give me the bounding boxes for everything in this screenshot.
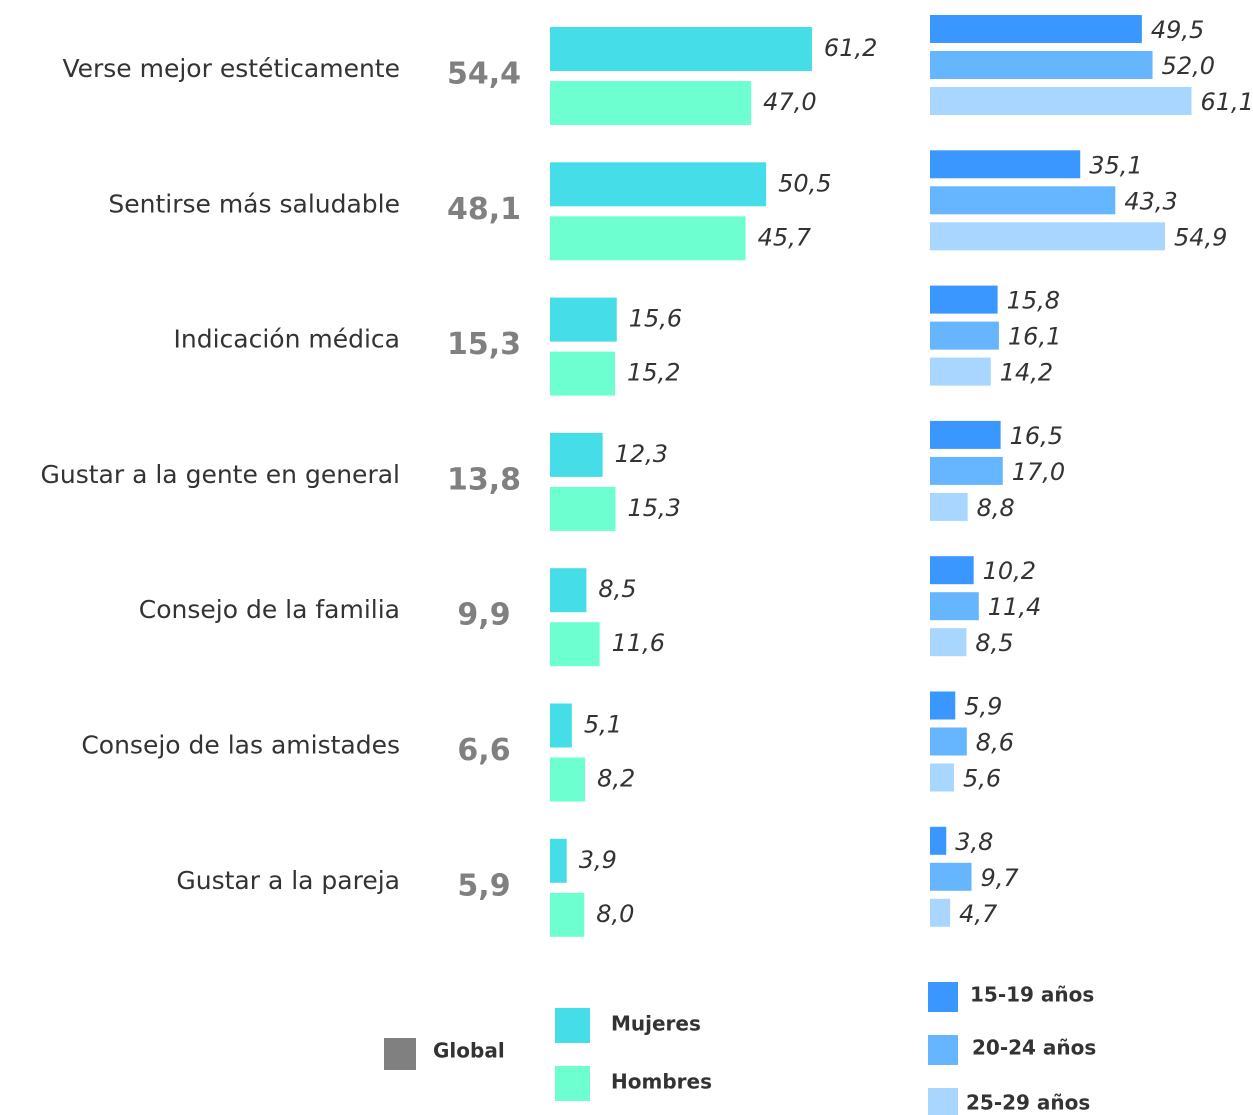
legend-swatch: [928, 1088, 958, 1115]
bar: [550, 757, 586, 802]
value-label: 9,7: [981, 864, 1020, 892]
value-label: 15,3: [627, 494, 680, 522]
bar: [930, 186, 1116, 215]
category-label: Verse mejor estéticamente: [62, 54, 400, 83]
value-label: 4,7: [959, 900, 998, 928]
bar: [930, 556, 974, 585]
value-label: 52,0: [1162, 52, 1215, 80]
value-label: 8,8: [977, 494, 1015, 522]
value-label: 15,6: [629, 305, 682, 333]
bar: [930, 150, 1081, 179]
value-label: 10,2: [983, 557, 1036, 585]
bar: [550, 81, 752, 125]
value-label: 11,6: [612, 629, 665, 657]
bar: [930, 862, 972, 891]
value-label: 15,2: [627, 359, 680, 387]
bar: [930, 15, 1142, 43]
value-label: 16,5: [1010, 422, 1063, 450]
global-value: 13,8: [447, 462, 521, 497]
value-label: 61,2: [824, 34, 877, 62]
value-label: 14,2: [1000, 359, 1053, 387]
value-label: 12,3: [615, 440, 668, 468]
legend-swatch: [555, 1066, 590, 1101]
value-label: 16,1: [1008, 323, 1061, 351]
value-label: 5,6: [963, 765, 1001, 793]
legend-label: 20-24 años: [972, 1036, 1096, 1060]
global-value: 5,9: [457, 868, 510, 903]
bar: [930, 222, 1165, 251]
category-label: Gustar a la gente en general: [41, 460, 401, 489]
legend-swatch: [928, 982, 958, 1012]
bar: [930, 826, 947, 855]
bar: [930, 898, 951, 927]
bar: [930, 628, 967, 657]
bar: [930, 592, 979, 621]
bar: [930, 456, 1003, 485]
bar: [550, 568, 587, 613]
legend-label: 15-19 años: [970, 983, 1094, 1007]
category-label: Gustar a la pareja: [176, 866, 400, 895]
legend-swatch: [555, 1008, 590, 1043]
value-label: 8,0: [596, 900, 634, 928]
bar: [550, 703, 572, 748]
bar: [550, 216, 746, 261]
global-value: 48,1: [447, 192, 521, 227]
value-label: 3,9: [579, 846, 617, 874]
bar: [930, 87, 1192, 115]
legend-label: Global: [433, 1039, 505, 1063]
legend-label: 25-29 años: [966, 1091, 1090, 1115]
legend-label: Hombres: [611, 1070, 712, 1094]
bar: [930, 763, 954, 792]
bar: [930, 285, 998, 314]
bar: [550, 838, 567, 883]
global-value: 9,9: [457, 598, 510, 633]
value-label: 35,1: [1089, 151, 1142, 179]
legend-swatch: [384, 1038, 416, 1070]
bar: [930, 691, 956, 720]
value-label: 8,5: [598, 575, 636, 603]
global-value: 54,4: [447, 57, 521, 92]
bar: [930, 492, 968, 521]
value-label: 17,0: [1012, 458, 1065, 486]
value-label: 49,5: [1151, 16, 1204, 44]
legend-label: Mujeres: [611, 1012, 701, 1036]
category-label: Sentirse más saludable: [108, 189, 400, 218]
bar: [550, 622, 600, 667]
bar: [550, 162, 767, 207]
bar: [550, 486, 616, 531]
global-value: 15,3: [447, 327, 521, 362]
bar: [930, 321, 999, 350]
bar: [550, 27, 812, 71]
value-label: 47,0: [763, 88, 816, 116]
bar: [550, 351, 616, 396]
value-label: 54,9: [1174, 223, 1227, 251]
value-label: 61,1: [1201, 88, 1253, 116]
value-label: 5,1: [584, 711, 622, 739]
value-label: 45,7: [758, 223, 812, 251]
bar: [550, 892, 585, 937]
bar: [930, 51, 1153, 79]
value-label: 50,5: [778, 169, 831, 197]
bar: [550, 432, 603, 477]
bar: [930, 727, 967, 756]
bar: [550, 297, 617, 342]
value-label: 8,6: [976, 729, 1014, 757]
category-label: Consejo de la familia: [139, 595, 400, 624]
category-label: Consejo de las amistades: [81, 731, 400, 760]
value-label: 8,2: [597, 765, 635, 793]
bar: [930, 420, 1001, 449]
legend-swatch: [928, 1035, 958, 1065]
global-value: 6,6: [457, 733, 510, 768]
bar: [930, 357, 991, 386]
value-label: 8,5: [975, 629, 1013, 657]
value-label: 11,4: [988, 593, 1041, 621]
value-label: 5,9: [964, 693, 1002, 721]
value-label: 43,3: [1124, 187, 1177, 215]
category-label: Indicación médica: [174, 325, 401, 354]
value-label: 3,8: [955, 828, 993, 856]
value-label: 15,8: [1007, 287, 1060, 315]
